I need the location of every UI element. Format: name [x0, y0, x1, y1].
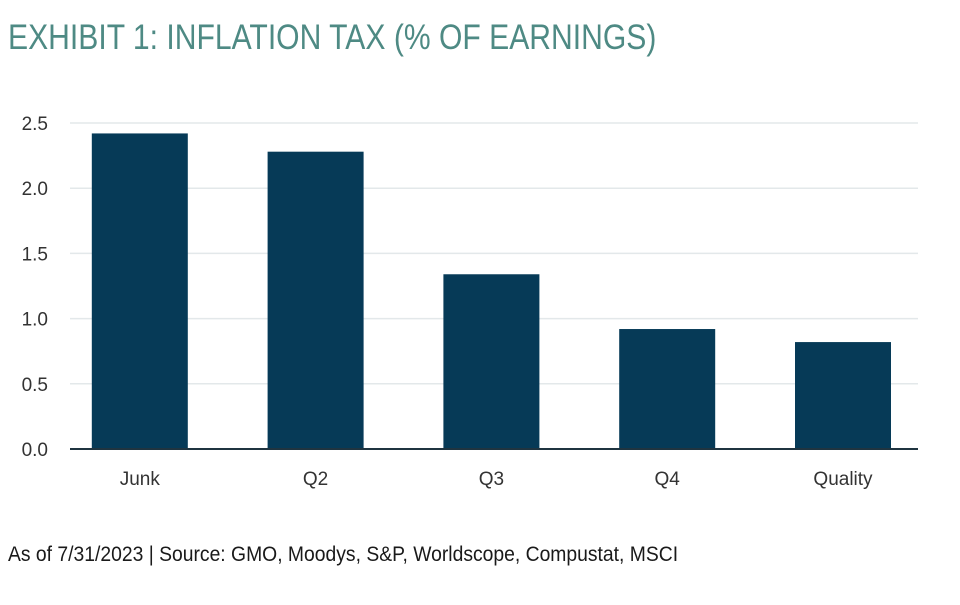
x-tick-label: Q3 [479, 469, 504, 490]
source-footnote: As of 7/31/2023 | Source: GMO, Moodys, S… [8, 543, 679, 566]
bars [91, 133, 891, 450]
y-tick-label: 1.0 [22, 310, 48, 331]
y-tick-label: 0.0 [22, 440, 48, 461]
x-tick-label: Q4 [655, 469, 681, 490]
bar-q4 [619, 329, 716, 449]
y-tick-label: 1.5 [22, 244, 48, 265]
y-tick-label: 2.5 [22, 114, 48, 135]
y-tick-label: 2.0 [22, 179, 48, 200]
chart-title: EXHIBIT 1: INFLATION TAX (% OF EARNINGS) [8, 18, 657, 57]
x-tick-label: Junk [120, 469, 161, 490]
y-tick-label: 0.5 [22, 375, 48, 396]
x-axis-labels: Junk Q2 Q3 Q4 Quality [120, 469, 873, 490]
bar-quality [795, 342, 891, 449]
bar-junk [91, 133, 188, 449]
bar-q3 [443, 274, 540, 449]
x-tick-label: Q2 [303, 469, 328, 490]
y-axis-ticks: 0.0 0.5 1.0 1.5 2.0 2.5 [22, 114, 48, 461]
x-tick-label: Quality [813, 469, 873, 490]
bar-q2 [267, 151, 364, 450]
